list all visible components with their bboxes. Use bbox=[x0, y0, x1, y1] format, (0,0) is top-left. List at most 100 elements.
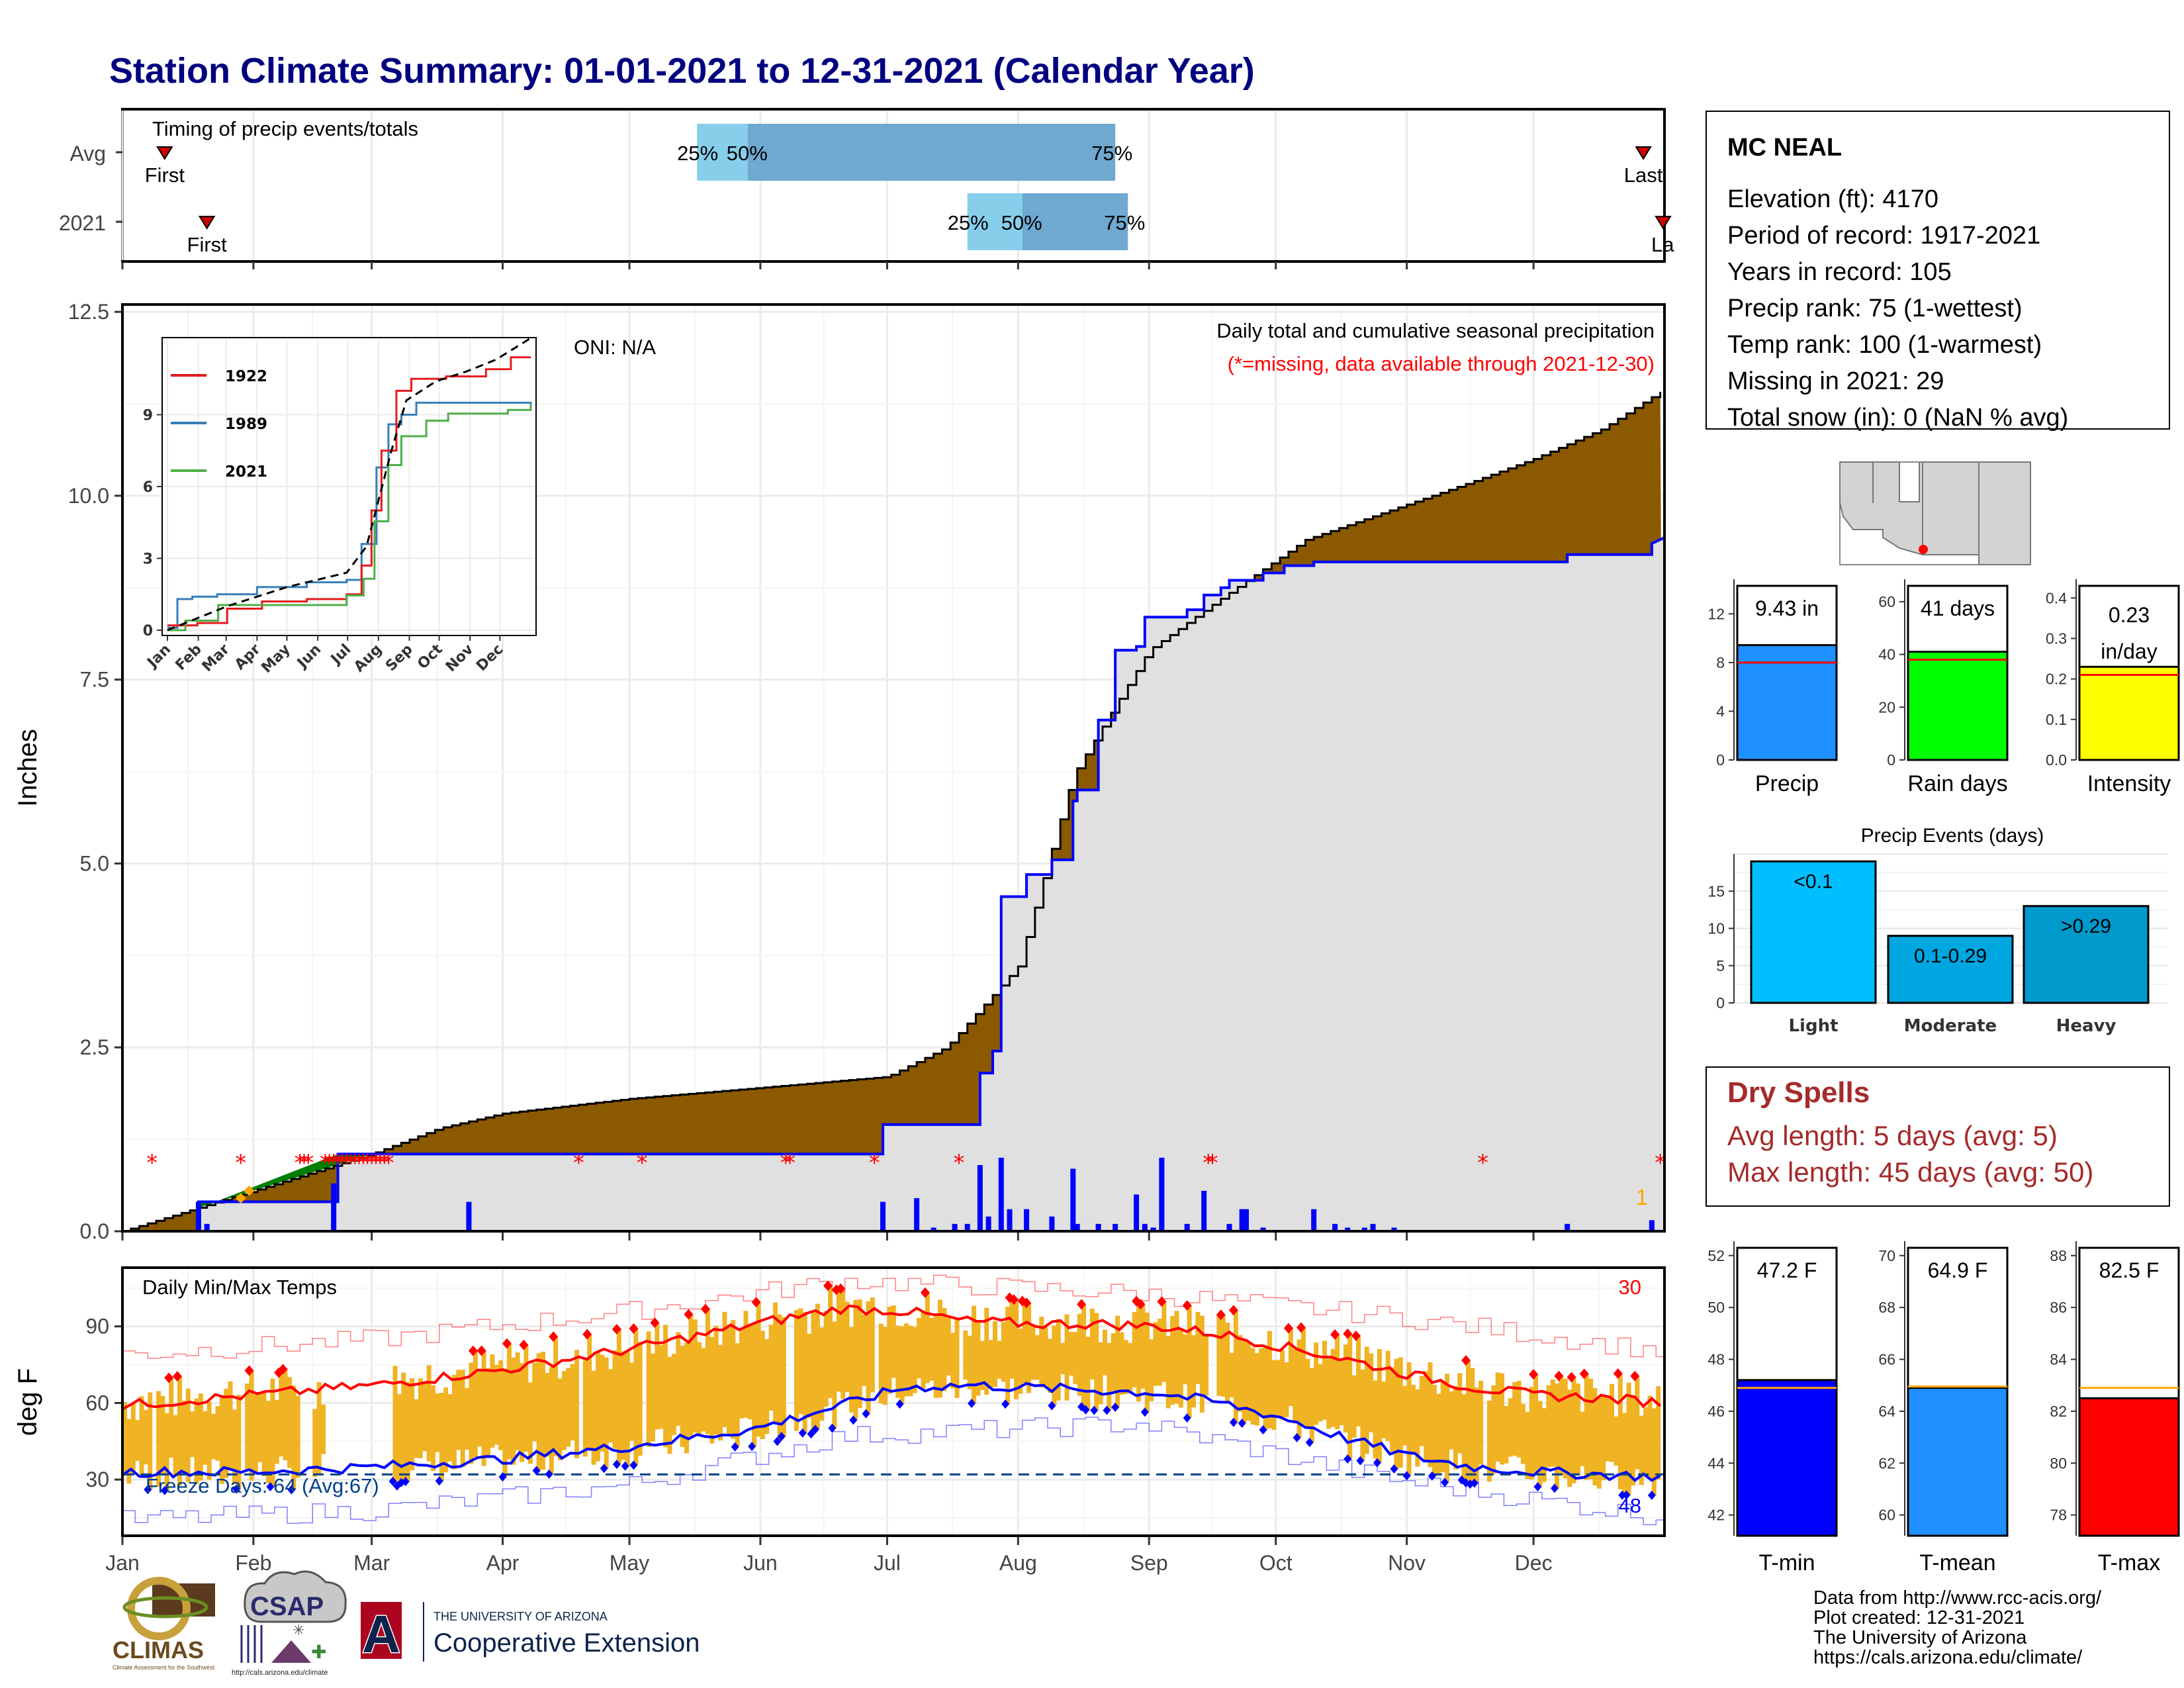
missing-day-marker: * bbox=[357, 1150, 369, 1176]
daily-temp-range-bar bbox=[570, 1364, 575, 1440]
record-high-marker bbox=[823, 1280, 833, 1291]
daily-precip-bar bbox=[1095, 1223, 1101, 1231]
daily-temp-range-bar bbox=[1457, 1373, 1463, 1454]
daily-temp-range-bar bbox=[460, 1370, 465, 1468]
daily-temp-range-bar bbox=[1491, 1385, 1496, 1474]
daily-temp-range-bar bbox=[1601, 1394, 1606, 1481]
missing-day-marker: * bbox=[349, 1150, 361, 1176]
record-high-marker bbox=[1077, 1299, 1087, 1310]
daily-temp-range-bar bbox=[798, 1308, 803, 1414]
daily-temp-range-bar bbox=[1406, 1362, 1412, 1476]
record-low-marker bbox=[862, 1409, 870, 1419]
daily-temp-range-bar bbox=[316, 1382, 322, 1474]
csap-snow-icon: ✳ bbox=[293, 1622, 304, 1638]
daily-temp-range-bar bbox=[1022, 1301, 1027, 1383]
tmin-ytick-label: 42 bbox=[1707, 1507, 1725, 1524]
rain_days-ytick-label: 0 bbox=[1887, 751, 1895, 769]
daily-temp-range-bar bbox=[261, 1392, 267, 1476]
daily-precip-bar bbox=[964, 1223, 970, 1231]
csap-cloud-icon bbox=[244, 1570, 347, 1623]
daily-precip-bar bbox=[1049, 1216, 1055, 1231]
daily-temp-range-bar bbox=[646, 1331, 651, 1447]
daily-temp-range-bar bbox=[426, 1365, 432, 1462]
daily-temp-range-bar bbox=[1233, 1310, 1238, 1423]
daily-temp-range-bar bbox=[122, 1402, 127, 1473]
daily-precip-bar bbox=[1150, 1227, 1156, 1231]
precip-ytick-label: 7.5 bbox=[80, 668, 109, 692]
oni-label: ONI: N/A bbox=[574, 336, 656, 359]
daily-temp-range-bar bbox=[942, 1308, 947, 1391]
daily-temp-range-bar bbox=[465, 1387, 470, 1450]
daily-temp-range-bar bbox=[836, 1289, 841, 1392]
daily-temp-range-bar bbox=[574, 1350, 580, 1458]
rain_days-value-label: 41 days bbox=[1921, 596, 1995, 620]
daily-temp-range-bar bbox=[181, 1400, 187, 1473]
record-high-marker bbox=[1297, 1322, 1306, 1333]
daily-temp-range-bar bbox=[1174, 1311, 1179, 1404]
record-high-marker bbox=[700, 1303, 710, 1315]
daily-temp-range-bar bbox=[232, 1409, 237, 1485]
ua-logo-big-text: Cooperative Extension bbox=[433, 1628, 700, 1658]
daily-temp-range-bar bbox=[1537, 1401, 1543, 1487]
daily-precip-bar bbox=[914, 1198, 920, 1231]
page-title: Station Climate Summary: 01-01-2021 to 1… bbox=[109, 51, 1255, 91]
daily-temp-range-bar bbox=[135, 1420, 140, 1461]
daily-temp-range-bar bbox=[878, 1323, 884, 1404]
daily-temp-range-bar bbox=[811, 1311, 816, 1434]
daily-temp-range-bar bbox=[173, 1415, 178, 1477]
record-low-marker bbox=[629, 1460, 638, 1470]
daily-temp-range-bar bbox=[848, 1327, 854, 1413]
record-low-marker bbox=[895, 1399, 904, 1409]
daily-temp-range-bar bbox=[1533, 1374, 1539, 1472]
missing-day-marker: * bbox=[298, 1150, 310, 1176]
record-low-marker bbox=[1048, 1401, 1056, 1411]
tmin-label: T-min bbox=[1759, 1550, 1815, 1575]
daily-temp-range-bar bbox=[1048, 1338, 1052, 1393]
tmean-ytick-label: 64 bbox=[1878, 1403, 1895, 1420]
station-line-1: Elevation (ft): 4170 bbox=[1727, 185, 1938, 213]
daily-temp-range-bar bbox=[731, 1320, 736, 1439]
record-high-marker bbox=[1216, 1309, 1226, 1321]
daily-temp-range-bar bbox=[502, 1368, 508, 1477]
missing-day-marker: * bbox=[573, 1150, 584, 1176]
daily-temp-range-bar bbox=[895, 1325, 901, 1398]
month-tick-label: Dec bbox=[1515, 1551, 1553, 1575]
daily-temp-range-bar bbox=[228, 1381, 233, 1470]
daily-temp-range-bar bbox=[604, 1357, 609, 1469]
daily-temp-range-bar bbox=[1335, 1335, 1340, 1430]
daily-temp-range-bar bbox=[1034, 1335, 1040, 1380]
daily-precip-bar bbox=[1311, 1209, 1317, 1231]
freeze-days-label: Freeze Days: 64 (Avg:67) bbox=[146, 1474, 379, 1497]
record-low-marker bbox=[612, 1460, 621, 1470]
timing-q75-label: 75% bbox=[1104, 211, 1145, 234]
daily-temp-range-bar bbox=[582, 1360, 588, 1457]
record-low-marker bbox=[1140, 1407, 1149, 1417]
daily-temp-range-bar bbox=[396, 1394, 402, 1486]
daily-temp-range-bar bbox=[1238, 1335, 1243, 1412]
record-low-marker bbox=[811, 1425, 819, 1434]
daily-temp-range-bar bbox=[270, 1378, 275, 1487]
record-low-marker bbox=[1402, 1471, 1411, 1481]
daily-temp-range-bar bbox=[1390, 1367, 1395, 1452]
missing-day-marker: * bbox=[295, 1150, 306, 1176]
daily-temp-range-bar bbox=[185, 1388, 191, 1483]
daily-temp-range-bar bbox=[1263, 1346, 1268, 1430]
temp-count-above: 30 bbox=[1619, 1276, 1641, 1299]
record-low-marker bbox=[1622, 1490, 1631, 1500]
daily-temp-range-bar bbox=[1039, 1317, 1044, 1387]
record-low-marker bbox=[807, 1429, 815, 1439]
missing-day-marker: * bbox=[953, 1150, 964, 1176]
daily-temp-range-bar bbox=[929, 1317, 934, 1381]
daily-precip-bar bbox=[1226, 1223, 1232, 1231]
daily-temp-range-bar bbox=[1229, 1352, 1234, 1397]
daily-temp-range-bar bbox=[954, 1319, 960, 1398]
daily-temp-range-bar bbox=[1584, 1374, 1589, 1480]
climas-logo-text: CLIMAS bbox=[113, 1636, 204, 1664]
daily-temp-range-bar bbox=[1571, 1377, 1576, 1483]
daily-temp-range-bar bbox=[1111, 1333, 1116, 1391]
daily-temp-range-bar bbox=[684, 1342, 689, 1454]
daily-temp-range-bar bbox=[553, 1336, 559, 1456]
station-line-6: Missing in 2021: 29 bbox=[1727, 367, 1944, 395]
daily-temp-range-bar bbox=[266, 1401, 271, 1483]
daily-temp-range-bar bbox=[1220, 1315, 1226, 1397]
